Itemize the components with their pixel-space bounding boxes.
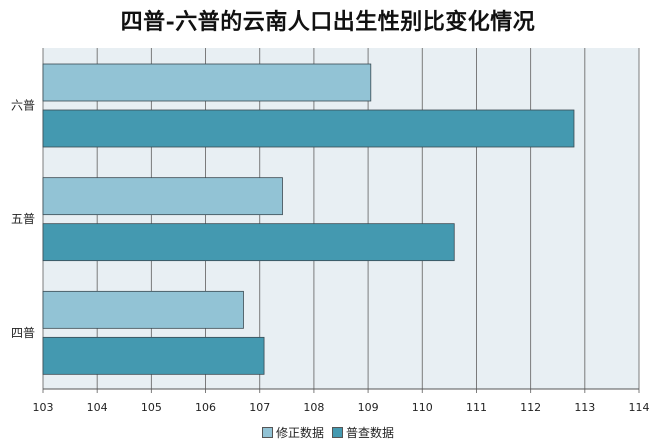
x-tick-label: 107 [249, 401, 270, 414]
x-axis-ticks: 103 104 105 106 107 108 109 110 111 112 113 114 [33, 401, 650, 414]
category-label: 五普 [11, 212, 35, 226]
x-tick-label: 109 [358, 401, 379, 414]
legend-item: 普查数据 [332, 424, 394, 441]
legend: 修正数据 普查数据 [0, 424, 656, 441]
x-tick-label: 112 [520, 401, 541, 414]
category-label: 六普 [11, 99, 35, 113]
x-tick-label: 110 [412, 401, 433, 414]
x-tick-label: 111 [466, 401, 487, 414]
legend-label: 修正数据 [275, 426, 324, 440]
x-tick-label: 103 [33, 401, 54, 414]
bar-census [42, 336, 265, 375]
category-label: 四普 [11, 326, 35, 340]
x-tick-label: 108 [303, 401, 324, 414]
bar-corrected [42, 290, 244, 329]
bar-census [42, 223, 455, 262]
x-tick-label: 113 [574, 401, 595, 414]
x-tick-label: 106 [195, 401, 216, 414]
bar-corrected [42, 177, 283, 216]
plot-area [43, 48, 639, 389]
legend-item: 修正数据 [261, 424, 324, 441]
chart-title: 四普-六普的云南人口出生性别比变化情况 [120, 9, 536, 35]
x-tick-label: 105 [141, 401, 162, 414]
legend-swatch [332, 427, 343, 438]
legend-label: 普查数据 [346, 426, 395, 440]
legend-swatch [261, 427, 273, 438]
x-tick-label: 104 [87, 401, 108, 414]
bar-corrected [42, 63, 372, 102]
bar-census [42, 109, 575, 148]
bars [42, 63, 575, 375]
x-tick-label: 114 [629, 401, 650, 414]
gridlines [42, 48, 640, 393]
